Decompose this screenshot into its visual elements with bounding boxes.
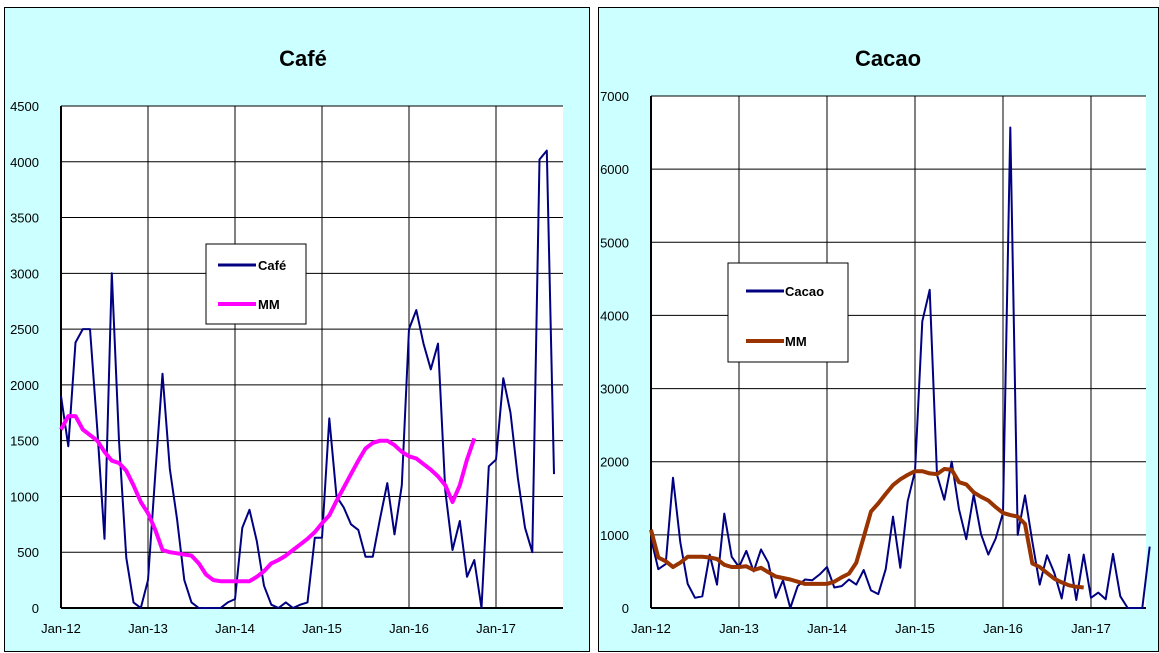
cafe-xtick-label: Jan-13 [128,621,168,636]
cacao-xtick-label: Jan-17 [1071,621,1111,636]
cafe-ytick-label: 1000 [10,489,39,504]
cafe-xtick-label: Jan-16 [389,621,429,636]
cacao-ytick-label: 6000 [600,162,629,177]
cacao-legend-label-cacao: Cacao [785,284,824,299]
cafe-chart: Café 0 500 1000 1500 2000 2500 3000 3500 4000 450… [10,46,563,636]
cacao-ytick-label: 2000 [600,455,629,470]
cacao-chart-panel: Cacao 0 1000 2000 3000 4000 5000 6000 7000 Jan-1… [598,7,1159,652]
cafe-ytick-label: 4000 [10,155,39,170]
cacao-legend-box [727,262,849,363]
cafe-series-cafe-line [60,149,555,609]
cafe-ytick-label: 0 [32,601,39,616]
cacao-ytick-label: 1000 [600,528,629,543]
cafe-chart-panel: Café 0 500 1000 1500 2000 2500 3000 3500 4000 450… [4,7,590,652]
cacao-xtick-label: Jan-12 [631,621,671,636]
cafe-legend-label-cafe: Café [258,258,286,273]
cafe-legend: Café MM [205,243,307,325]
cacao-chart: Cacao 0 1000 2000 3000 4000 5000 6000 7000 Jan-1… [600,46,1151,636]
cafe-ytick-label: 3000 [10,266,39,281]
cacao-chart-title: Cacao [855,46,921,71]
cacao-ytick-label: 3000 [600,382,629,397]
cafe-xtick-label: Jan-14 [215,621,255,636]
cacao-ytick-label: 7000 [600,89,629,104]
cacao-legend-label-mm: MM [785,334,807,349]
cacao-xtick-label: Jan-14 [807,621,847,636]
cacao-ytick-label: 4000 [600,308,629,323]
cacao-ytick-label: 5000 [600,235,629,250]
cacao-plot-area [651,96,1146,608]
cafe-series-mm-line [59,414,477,584]
cacao-ytick-label: 0 [622,601,629,616]
cacao-series-mm-line [649,467,1084,590]
cacao-xtick-label: Jan-13 [719,621,759,636]
cafe-ytick-label: 2500 [10,322,39,337]
cafe-ytick-label: 500 [17,545,39,560]
cafe-xtick-label: Jan-15 [302,621,342,636]
cafe-xtick-label: Jan-12 [41,621,81,636]
cacao-xtick-label: Jan-15 [895,621,935,636]
cafe-plot-area [61,106,563,608]
cafe-legend-label-mm: MM [258,297,280,312]
cafe-xtick-label: Jan-17 [476,621,516,636]
cafe-chart-title: Café [279,46,327,71]
cacao-xtick-label: Jan-16 [983,621,1023,636]
cafe-ytick-label: 3500 [10,211,39,226]
cafe-legend-box [205,243,307,325]
cacao-legend: Cacao MM [727,262,849,363]
cafe-ytick-label: 2000 [10,378,39,393]
cafe-ytick-label: 4500 [10,99,39,114]
cafe-ytick-label: 1500 [10,434,39,449]
cacao-series-cacao-line [650,126,1151,609]
